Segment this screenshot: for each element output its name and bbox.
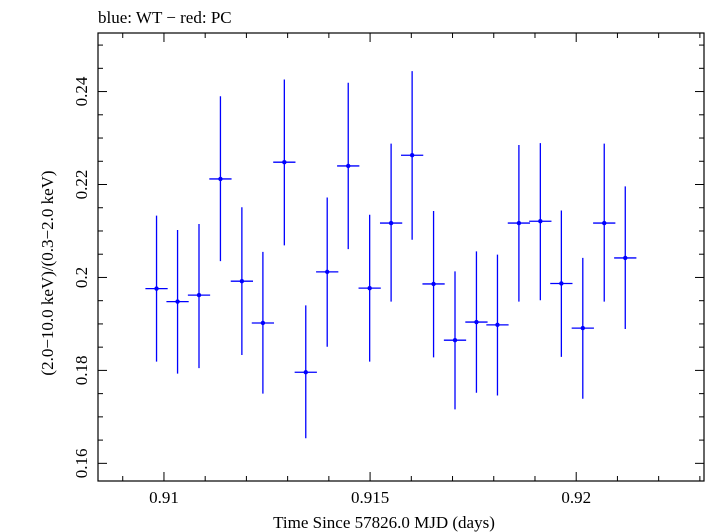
data-point bbox=[316, 197, 339, 347]
data-marker bbox=[474, 319, 479, 325]
data-marker bbox=[175, 299, 180, 304]
data-marker bbox=[154, 286, 159, 291]
data-marker bbox=[602, 220, 607, 226]
data-marker bbox=[260, 320, 266, 326]
data-point bbox=[187, 224, 211, 369]
y-axis-label: (2.0−10.0 keV)/(0.3−2.0 keV) bbox=[38, 170, 57, 375]
data-point bbox=[550, 210, 573, 357]
data-point bbox=[230, 207, 254, 356]
x-tick-label: 0.91 bbox=[149, 488, 179, 507]
data-point bbox=[294, 305, 317, 439]
data-point bbox=[465, 251, 488, 393]
x-axis-label: Time Since 57826.0 MJD (days) bbox=[273, 513, 495, 532]
data-marker bbox=[239, 278, 245, 284]
data-point bbox=[251, 251, 275, 394]
data-marker bbox=[325, 269, 330, 275]
chart-title: blue: WT − red: PC bbox=[98, 8, 232, 27]
data-marker bbox=[282, 159, 287, 165]
data-point bbox=[593, 143, 616, 302]
data-point bbox=[358, 214, 381, 362]
y-tick-label: 0.24 bbox=[72, 76, 91, 106]
data-marker bbox=[580, 325, 585, 331]
data-point bbox=[379, 143, 403, 302]
data-marker bbox=[388, 220, 394, 226]
data-point bbox=[166, 230, 189, 374]
data-point bbox=[401, 71, 424, 240]
data-marker bbox=[367, 285, 372, 291]
data-point bbox=[529, 143, 552, 301]
data-point bbox=[614, 186, 637, 330]
plot-frame bbox=[97, 32, 705, 482]
data-marker bbox=[538, 219, 543, 224]
data-marker bbox=[516, 220, 522, 226]
axis-ticks bbox=[98, 33, 704, 481]
y-tick-label: 0.18 bbox=[72, 356, 91, 386]
data-marker bbox=[495, 322, 500, 328]
data-marker bbox=[623, 255, 628, 261]
data-point bbox=[273, 79, 296, 246]
data-marker bbox=[431, 281, 436, 287]
data-marker bbox=[409, 153, 415, 158]
data-marker bbox=[452, 337, 458, 343]
data-marker bbox=[196, 292, 202, 298]
data-point bbox=[507, 145, 531, 302]
data-point bbox=[422, 210, 445, 358]
data-marker bbox=[303, 370, 308, 375]
data-point bbox=[209, 96, 232, 262]
data-marker bbox=[346, 163, 351, 169]
data-marker bbox=[559, 281, 564, 286]
data-point bbox=[486, 254, 509, 396]
y-tick-label: 0.2 bbox=[72, 267, 91, 288]
tick-labels: 0.91 0.915 0.92 0.16 0.18 0.2 0.22 0.24 bbox=[72, 76, 591, 507]
data-layer bbox=[145, 71, 637, 439]
data-point bbox=[145, 215, 168, 362]
x-tick-label: 0.92 bbox=[561, 488, 591, 507]
x-tick-label: 0.915 bbox=[351, 488, 389, 507]
data-point bbox=[337, 82, 360, 250]
data-point bbox=[571, 257, 594, 399]
y-tick-label: 0.16 bbox=[72, 448, 91, 478]
y-tick-label: 0.22 bbox=[72, 170, 91, 200]
data-marker bbox=[218, 176, 223, 182]
data-point bbox=[443, 271, 467, 410]
